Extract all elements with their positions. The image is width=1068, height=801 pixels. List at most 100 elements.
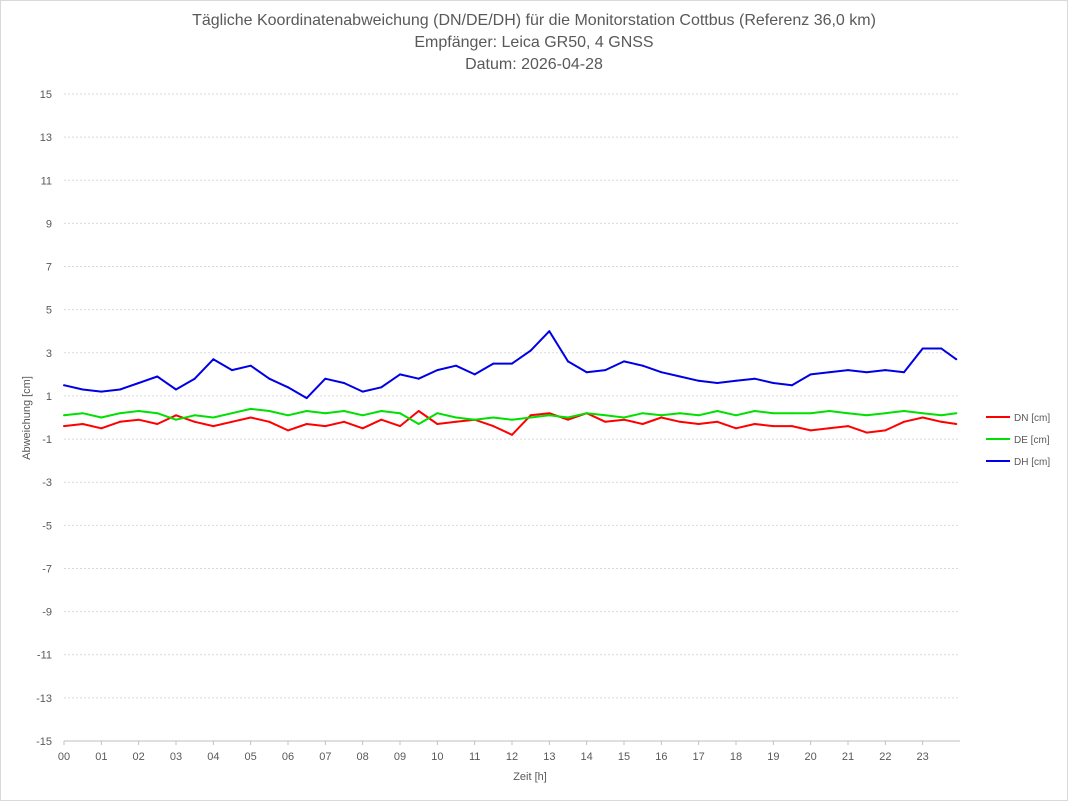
data-point xyxy=(940,414,943,417)
data-point xyxy=(660,414,663,417)
y-tick-label: -9 xyxy=(42,607,52,619)
x-tick-label: 12 xyxy=(506,751,518,763)
data-point xyxy=(231,420,233,423)
data-point xyxy=(268,377,271,380)
data-point xyxy=(324,412,327,415)
data-point xyxy=(679,420,681,423)
data-point xyxy=(268,420,271,423)
data-point xyxy=(119,412,121,415)
y-tick-label: -3 xyxy=(42,477,52,489)
data-point xyxy=(753,410,756,412)
data-point xyxy=(809,373,812,376)
x-tick-label: 05 xyxy=(245,751,257,763)
chart-subtitle-date: Datum: 2026-04-28 xyxy=(465,56,603,73)
data-point xyxy=(249,407,252,410)
data-point xyxy=(81,388,84,391)
y-tick-label: 15 xyxy=(40,89,52,101)
data-point xyxy=(884,369,887,372)
data-point xyxy=(175,418,177,421)
data-point xyxy=(100,390,103,393)
data-point xyxy=(343,382,345,384)
data-point xyxy=(828,410,831,412)
grid-lines xyxy=(64,93,960,742)
series-lines xyxy=(63,330,958,436)
data-point xyxy=(63,414,65,417)
data-point xyxy=(772,382,775,384)
y-tick-label: -13 xyxy=(36,693,52,705)
data-point xyxy=(399,412,401,415)
x-tick-label: 04 xyxy=(207,751,219,763)
data-point xyxy=(529,414,532,417)
data-point xyxy=(623,418,625,421)
data-point xyxy=(955,423,958,425)
data-point xyxy=(735,427,737,430)
data-point xyxy=(716,420,719,423)
data-point xyxy=(903,410,905,412)
y-tick-label: 13 xyxy=(40,132,52,144)
data-point xyxy=(697,423,700,425)
data-point xyxy=(772,425,775,428)
data-point xyxy=(511,362,513,365)
data-point xyxy=(903,420,905,423)
data-point xyxy=(324,377,327,380)
data-point xyxy=(231,412,233,415)
data-point xyxy=(955,358,958,361)
data-point xyxy=(399,425,401,428)
y-tick-label: -11 xyxy=(37,650,52,662)
data-point xyxy=(287,414,289,417)
data-point xyxy=(81,412,84,415)
data-point xyxy=(828,371,831,374)
data-point xyxy=(809,429,812,432)
y-tick-label: 9 xyxy=(46,218,52,230)
data-point xyxy=(212,416,215,419)
data-point xyxy=(175,388,177,391)
data-point xyxy=(660,371,663,374)
data-point xyxy=(955,412,958,415)
data-point xyxy=(212,358,215,361)
data-point xyxy=(436,369,439,372)
data-point xyxy=(305,410,308,412)
series-line-0 xyxy=(63,410,957,436)
data-point xyxy=(921,416,924,419)
data-point xyxy=(884,429,887,432)
data-point xyxy=(641,423,644,425)
y-tick-label: 3 xyxy=(46,348,52,360)
y-tick-label: -1 xyxy=(42,434,52,446)
data-point xyxy=(492,416,495,419)
data-point xyxy=(641,364,644,367)
data-point xyxy=(548,330,551,333)
data-point xyxy=(361,414,364,417)
data-point xyxy=(753,423,756,425)
data-point xyxy=(343,410,345,412)
series-line-2 xyxy=(63,330,957,400)
data-point xyxy=(548,414,551,417)
data-point xyxy=(268,410,271,412)
chart-subtitle-receiver: Empfänger: Leica GR50, 4 GNSS xyxy=(414,34,654,51)
x-tick-label: 15 xyxy=(618,751,630,763)
legend-label: DN [cm] xyxy=(1014,413,1050,424)
data-point xyxy=(847,425,849,428)
x-tick-label: 18 xyxy=(730,751,742,763)
data-point xyxy=(921,347,924,350)
data-point xyxy=(716,410,719,412)
y-tick-label: 1 xyxy=(46,391,52,403)
data-point xyxy=(361,427,364,430)
data-point xyxy=(212,425,215,428)
data-point xyxy=(529,416,532,419)
data-point xyxy=(735,379,737,382)
data-point xyxy=(473,418,476,421)
data-point xyxy=(193,377,196,380)
data-point xyxy=(249,364,252,367)
data-point xyxy=(436,412,439,415)
data-point xyxy=(417,410,420,412)
data-point xyxy=(847,369,849,372)
y-tick-label: -5 xyxy=(42,520,52,532)
data-point xyxy=(847,412,849,415)
data-point xyxy=(305,397,308,400)
data-point xyxy=(100,416,103,419)
data-point xyxy=(809,412,812,415)
data-point xyxy=(137,382,140,384)
x-tick-label: 13 xyxy=(543,751,555,763)
data-point xyxy=(772,412,775,415)
